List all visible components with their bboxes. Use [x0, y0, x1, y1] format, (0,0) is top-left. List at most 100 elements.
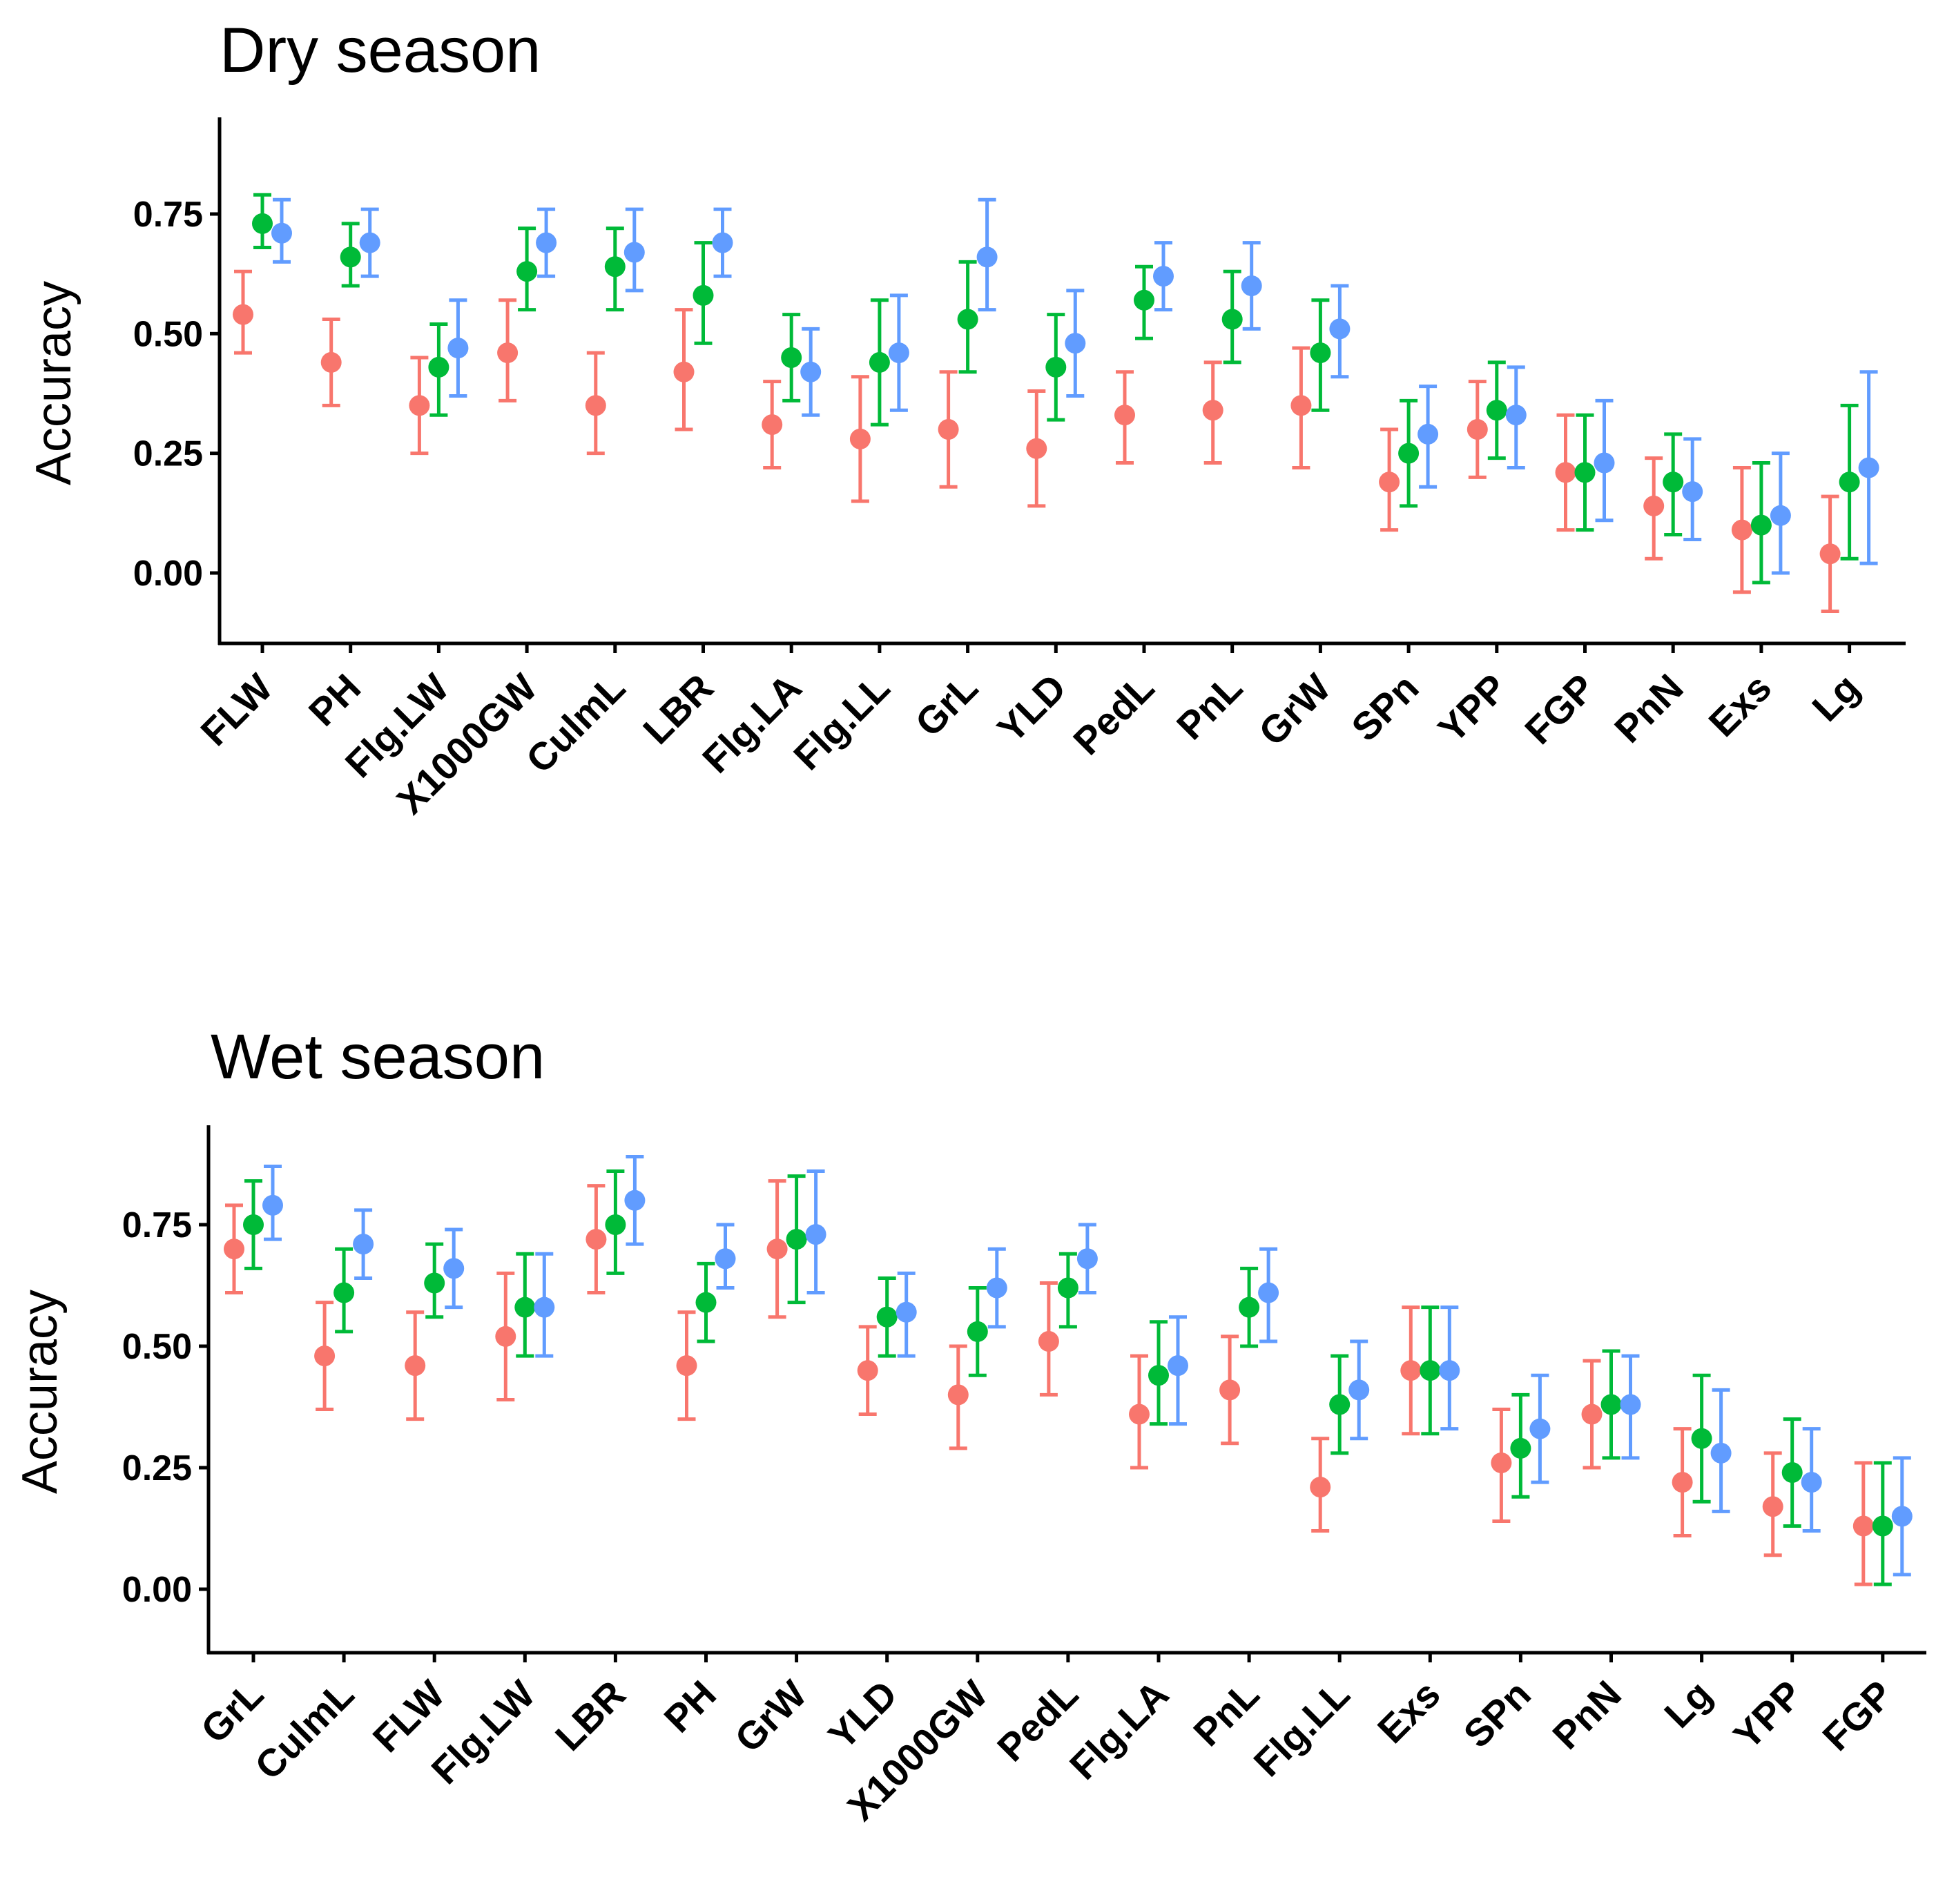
wet-season-y-ticks: 0.00 0.25 0.50 0.75: [122, 1205, 209, 1610]
dry-season-y-tick-label: 0.50: [133, 314, 203, 354]
dry-season-data-point: [1026, 438, 1047, 459]
wet-season-data-point: [676, 1355, 697, 1377]
dry-season-data-point: [762, 414, 783, 436]
dry-season-data-point: [1134, 289, 1154, 311]
wet-season-data-point: [605, 1214, 626, 1235]
dry-season-data-point: [1594, 452, 1615, 474]
wet-season-data-point: [876, 1306, 898, 1328]
wet-season-data-point: [314, 1346, 336, 1367]
dry-season-data-point: [1202, 400, 1223, 421]
dry-season-y-tick-label: 0.00: [133, 554, 203, 594]
dry-season-y-tick-label: 0.75: [133, 195, 203, 235]
wet-season-data-point: [1148, 1365, 1169, 1386]
wet-season-y-tick-label: 0.25: [122, 1448, 192, 1488]
dry-season-data-point: [1065, 333, 1086, 354]
dry-season-data-point: [497, 342, 519, 364]
dry-season-data-point: [536, 232, 557, 253]
dry-season-data-point: [957, 309, 978, 330]
wet-season-data-point: [967, 1321, 988, 1342]
dry-season-data-point: [938, 419, 959, 440]
wet-season-data-point: [1439, 1360, 1460, 1381]
dry-season-data-point: [252, 213, 273, 234]
wet-season-data-point: [1581, 1403, 1603, 1425]
wet-season-data-point: [986, 1277, 1007, 1299]
dry-season-marks: [233, 193, 1879, 613]
dry-season-data-point: [1839, 472, 1860, 493]
dry-season-data-point: [340, 246, 361, 268]
wet-season-data-point: [443, 1258, 465, 1279]
wet-season-data-point: [243, 1214, 264, 1235]
wet-season-data-point: [1510, 1437, 1531, 1459]
dry-season-data-point: [1574, 462, 1596, 483]
wet-season-data-point: [1239, 1296, 1260, 1318]
wet-season-data-point: [1710, 1442, 1732, 1464]
wet-season-data-point: [1529, 1418, 1551, 1439]
wet-season-data-point: [1420, 1360, 1441, 1381]
dry-season-data-point: [516, 261, 538, 282]
dry-season-data-point: [869, 351, 890, 373]
dry-season-data-point: [1731, 519, 1752, 541]
wet-season-data-point: [947, 1384, 969, 1406]
wet-season-data-point: [333, 1282, 355, 1303]
dry-season-data-point: [447, 338, 469, 359]
dry-season-data-point: [359, 232, 380, 253]
wet-season-data-point: [405, 1355, 426, 1377]
dry-season-data-point: [849, 428, 871, 449]
dry-season-data-point: [271, 222, 292, 244]
dry-season-data-point: [1770, 505, 1791, 526]
dry-season-y-axis-label: Accuracy: [26, 281, 81, 485]
dry-season-data-point: [1153, 266, 1174, 287]
wet-season-data-point: [353, 1234, 374, 1255]
wet-season-title: Wet season: [211, 1022, 545, 1092]
wet-season-data-point: [1348, 1379, 1370, 1401]
dry-season-data-point: [320, 351, 342, 373]
dry-season-data-point: [1310, 342, 1331, 364]
dry-season-data-point: [1329, 318, 1351, 340]
wet-season-data-point: [534, 1296, 555, 1318]
dry-season-data-point: [1555, 462, 1576, 483]
wet-season-data-point: [715, 1248, 736, 1270]
dry-season-data-point: [585, 395, 606, 416]
wet-season-data-point: [1852, 1515, 1874, 1537]
wet-season-data-point: [1329, 1394, 1351, 1415]
wet-season-data-point: [1691, 1428, 1712, 1449]
wet-season-y-tick-label: 0.00: [122, 1570, 192, 1610]
wet-season-data-point: [424, 1272, 445, 1294]
wet-season-data-point: [224, 1238, 244, 1260]
wet-season-data-point: [786, 1229, 807, 1250]
wet-season-data-point: [1781, 1462, 1803, 1484]
dry-season-data-point: [693, 284, 714, 306]
dry-season-data-point: [1114, 405, 1135, 426]
dry-season-data-point: [1241, 275, 1262, 296]
wet-season-data-point: [624, 1189, 646, 1211]
dry-season-data-point: [623, 242, 645, 263]
dry-season-data-point: [712, 232, 733, 253]
wet-season-data-point: [1491, 1452, 1512, 1473]
wet-season-data-point: [1672, 1472, 1693, 1493]
wet-season-data-point: [857, 1360, 878, 1381]
dry-season-data-point: [1819, 543, 1841, 565]
wet-season-data-point: [896, 1301, 917, 1323]
dry-season-y-ticks: 0.00 0.25 0.50 0.75: [133, 195, 220, 594]
wet-season-y-tick-label: 0.50: [122, 1327, 192, 1367]
dry-season-data-point: [1467, 419, 1488, 440]
wet-season-data-point: [1310, 1477, 1331, 1498]
wet-season-data-point: [1076, 1248, 1098, 1270]
wet-season-y-axis-label: Accuracy: [12, 1290, 68, 1494]
wet-season-data-point: [1219, 1379, 1241, 1401]
dry-season-data-point: [800, 361, 822, 382]
wet-season-data-point: [1258, 1282, 1279, 1303]
wet-season-data-point: [1168, 1355, 1188, 1377]
wet-season-data-point: [586, 1229, 607, 1250]
dry-season-data-point: [1486, 400, 1507, 421]
wet-season-data-point: [1891, 1506, 1913, 1527]
dry-season-data-point: [1682, 481, 1703, 503]
dry-season-data-point: [888, 342, 909, 364]
dry-season-data-point: [781, 347, 802, 368]
dry-season-data-point: [673, 361, 695, 382]
dry-season-y-tick-label: 0.25: [133, 434, 203, 474]
dry-season-data-point: [1221, 309, 1243, 330]
dry-season-data-point: [976, 246, 998, 268]
